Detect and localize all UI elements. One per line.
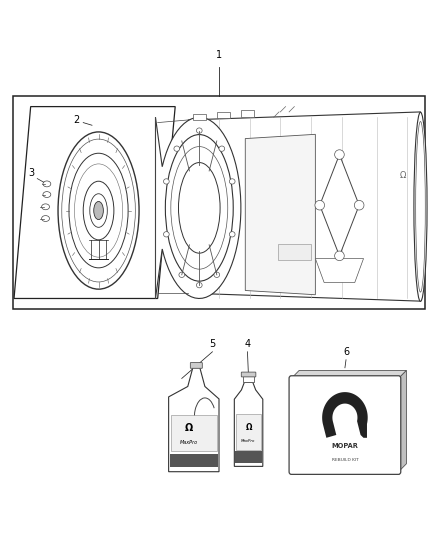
Text: 3: 3 — [28, 168, 35, 178]
Ellipse shape — [416, 122, 425, 292]
Text: MaxPro: MaxPro — [180, 440, 198, 445]
Text: REBUILD KIT: REBUILD KIT — [332, 457, 358, 462]
Text: 5: 5 — [209, 339, 215, 349]
Ellipse shape — [315, 200, 325, 210]
FancyBboxPatch shape — [191, 362, 202, 368]
Ellipse shape — [179, 272, 184, 278]
Ellipse shape — [230, 179, 235, 184]
Text: Ω: Ω — [400, 172, 406, 180]
FancyBboxPatch shape — [235, 451, 262, 463]
Ellipse shape — [219, 146, 225, 151]
Ellipse shape — [230, 232, 235, 237]
FancyBboxPatch shape — [278, 244, 311, 260]
Polygon shape — [322, 392, 367, 438]
Polygon shape — [245, 134, 315, 295]
FancyBboxPatch shape — [193, 114, 206, 120]
Ellipse shape — [163, 179, 169, 184]
FancyBboxPatch shape — [289, 376, 401, 474]
Text: 2: 2 — [74, 115, 80, 125]
Polygon shape — [320, 155, 359, 256]
Ellipse shape — [174, 146, 180, 151]
Text: MaxPro: MaxPro — [241, 439, 256, 443]
Polygon shape — [234, 383, 263, 466]
Polygon shape — [188, 112, 420, 301]
Ellipse shape — [335, 150, 344, 159]
Text: Ω: Ω — [185, 423, 193, 433]
Polygon shape — [14, 107, 175, 298]
Ellipse shape — [196, 128, 202, 133]
Polygon shape — [399, 370, 406, 472]
FancyBboxPatch shape — [13, 96, 425, 309]
Ellipse shape — [94, 201, 103, 220]
FancyBboxPatch shape — [243, 376, 254, 383]
FancyBboxPatch shape — [170, 454, 218, 466]
Ellipse shape — [335, 251, 344, 261]
FancyBboxPatch shape — [171, 415, 217, 451]
Text: MOPAR: MOPAR — [332, 442, 358, 449]
Ellipse shape — [214, 272, 219, 278]
Text: 4: 4 — [244, 339, 251, 349]
FancyBboxPatch shape — [236, 414, 261, 450]
FancyBboxPatch shape — [241, 110, 254, 117]
Ellipse shape — [196, 282, 202, 288]
Ellipse shape — [163, 232, 169, 237]
Polygon shape — [155, 117, 241, 298]
Ellipse shape — [354, 200, 364, 210]
Text: 1: 1 — [216, 50, 222, 60]
Ellipse shape — [414, 112, 427, 302]
FancyBboxPatch shape — [217, 112, 230, 118]
Polygon shape — [291, 370, 406, 378]
Polygon shape — [315, 259, 364, 282]
Text: 6: 6 — [343, 347, 349, 357]
Polygon shape — [169, 368, 219, 472]
Text: Ω: Ω — [245, 423, 252, 432]
FancyBboxPatch shape — [241, 372, 256, 377]
